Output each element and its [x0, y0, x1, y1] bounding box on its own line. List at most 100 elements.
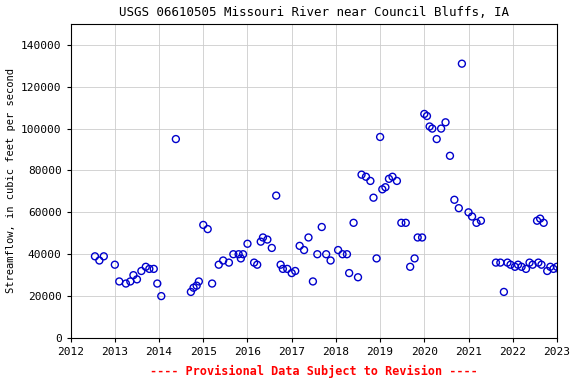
Point — [366, 178, 375, 184]
Point — [564, 260, 574, 266]
Point — [267, 245, 276, 251]
Point — [397, 220, 406, 226]
Point — [256, 238, 266, 245]
Point — [338, 251, 347, 257]
Point — [95, 257, 104, 263]
Point — [361, 174, 370, 180]
Point — [149, 266, 158, 272]
Point — [272, 192, 281, 199]
Point — [532, 218, 541, 224]
Point — [369, 195, 378, 201]
Point — [153, 280, 162, 286]
Point — [122, 280, 131, 286]
Point — [445, 153, 454, 159]
Point — [326, 257, 335, 263]
Point — [378, 186, 387, 192]
Point — [278, 266, 287, 272]
Point — [304, 234, 313, 240]
Point — [450, 197, 459, 203]
Point — [472, 220, 481, 226]
Point — [129, 272, 138, 278]
Point — [99, 253, 108, 260]
Point — [189, 285, 198, 291]
Point — [236, 255, 245, 262]
Point — [115, 278, 124, 285]
Point — [110, 262, 119, 268]
Point — [334, 247, 343, 253]
Point — [259, 234, 268, 240]
Point — [218, 257, 228, 263]
Point — [238, 251, 248, 257]
Point — [283, 266, 292, 272]
Point — [510, 264, 520, 270]
Point — [517, 264, 526, 270]
Point — [300, 247, 309, 253]
Point — [321, 251, 331, 257]
Point — [376, 134, 385, 140]
Y-axis label: Streamflow, in cubic feet per second: Streamflow, in cubic feet per second — [6, 68, 16, 293]
Point — [401, 220, 410, 226]
Point — [199, 222, 208, 228]
Point — [476, 218, 486, 224]
Point — [525, 260, 534, 266]
Point — [543, 268, 552, 274]
Point — [253, 262, 262, 268]
Point — [521, 266, 530, 272]
Point — [413, 234, 422, 240]
Point — [157, 293, 166, 299]
Point — [491, 260, 501, 266]
Point — [503, 260, 512, 266]
Point — [513, 262, 522, 268]
Point — [549, 266, 558, 272]
Point — [313, 251, 322, 257]
Point — [410, 255, 419, 262]
Point — [207, 280, 217, 286]
Point — [534, 260, 543, 266]
Point — [249, 260, 259, 266]
Point — [224, 260, 233, 266]
Point — [229, 251, 238, 257]
Point — [126, 278, 135, 285]
Point — [171, 136, 180, 142]
Point — [392, 178, 401, 184]
Point — [537, 262, 546, 268]
Point — [291, 268, 300, 274]
Point — [344, 270, 354, 276]
Point — [263, 237, 272, 243]
Point — [90, 253, 100, 260]
Point — [425, 123, 434, 129]
Point — [357, 172, 366, 178]
Point — [194, 278, 203, 285]
Point — [539, 220, 548, 226]
Point — [295, 243, 304, 249]
Point — [276, 262, 285, 268]
Point — [556, 268, 565, 274]
Point — [574, 262, 576, 268]
Point — [214, 262, 223, 268]
Point — [287, 270, 296, 276]
Point — [552, 264, 562, 270]
Point — [506, 262, 515, 268]
Point — [342, 251, 351, 257]
Point — [420, 111, 429, 117]
Point — [243, 241, 252, 247]
Point — [381, 184, 390, 190]
Point — [441, 119, 450, 126]
Point — [468, 214, 477, 220]
Point — [384, 176, 393, 182]
Point — [192, 283, 201, 289]
Point — [354, 274, 363, 280]
Title: USGS 06610505 Missouri River near Council Bluffs, IA: USGS 06610505 Missouri River near Counci… — [119, 5, 509, 18]
Point — [496, 260, 505, 266]
Point — [406, 264, 415, 270]
Point — [545, 264, 555, 270]
Point — [457, 61, 467, 67]
Point — [437, 126, 446, 132]
Point — [528, 262, 537, 268]
Point — [203, 226, 213, 232]
Point — [388, 174, 397, 180]
Point — [137, 268, 146, 274]
Point — [308, 278, 317, 285]
Point — [464, 209, 473, 215]
Point — [145, 266, 154, 272]
